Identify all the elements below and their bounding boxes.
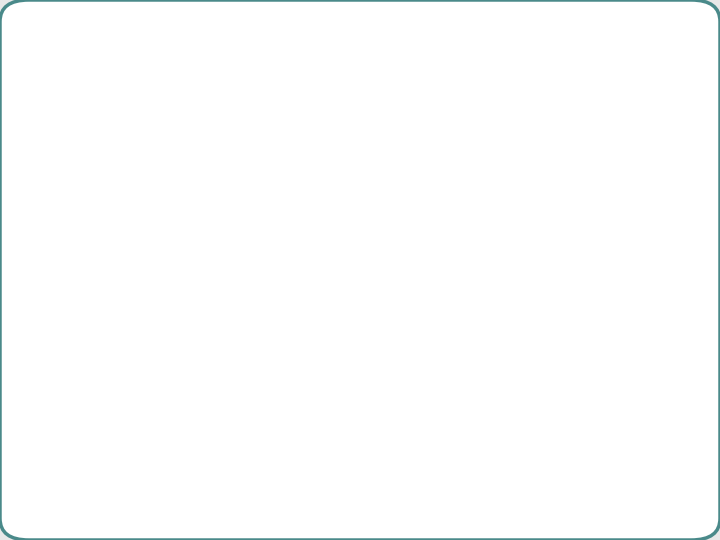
Text: which the present field, in term of purely: which the present field, in term of pure… <box>80 186 480 205</box>
Text: past fields. The result is:: past fields. The result is: <box>80 215 320 234</box>
Text: FINITE DIFFERENCE TIME DOMAIN: FINITE DIFFERENCE TIME DOMAIN <box>55 48 504 72</box>
Text: $E_x^{n+1}[k] = \left(\dfrac{1 - \dfrac{\sigma\Delta t}{2\varepsilon}}{1 + \dfra: $E_x^{n+1}[k] = \left(\dfrac{1 - \dfrac{… <box>90 287 630 353</box>
Text: As before this can be solved for: As before this can be solved for <box>80 153 390 172</box>
Text: 8: 8 <box>655 497 665 512</box>
Text: $E_x^{n+1}[k],$: $E_x^{n+1}[k],$ <box>473 147 548 173</box>
Text: METHOD (Lossy Material): METHOD (Lossy Material) <box>55 78 393 102</box>
